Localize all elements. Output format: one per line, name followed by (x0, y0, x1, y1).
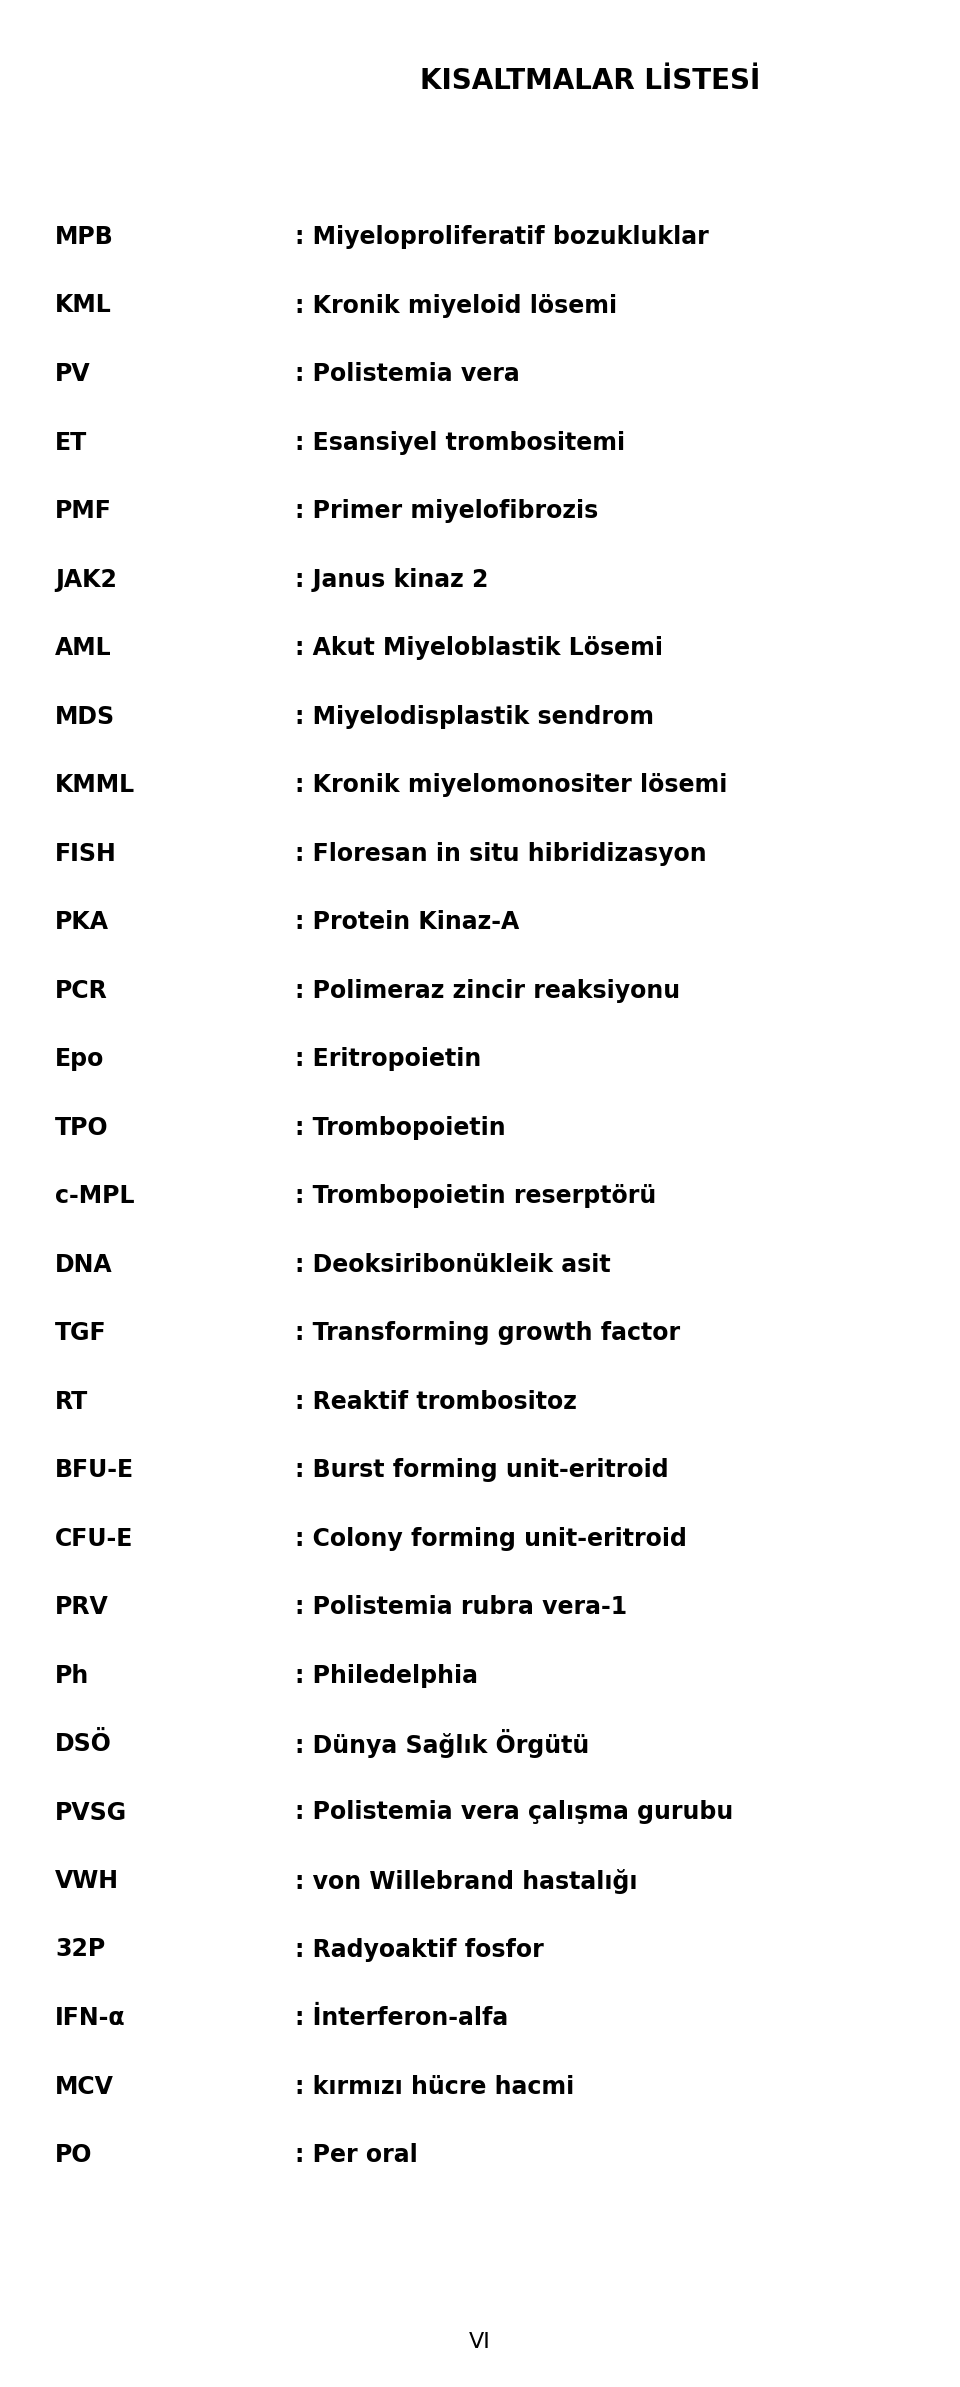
Text: : Floresan in situ hibridizasyon: : Floresan in situ hibridizasyon (295, 843, 707, 866)
Text: : Janus kinaz 2: : Janus kinaz 2 (295, 568, 489, 592)
Text: : Trombopoietin reserptörü: : Trombopoietin reserptörü (295, 1184, 657, 1208)
Text: : Transforming growth factor: : Transforming growth factor (295, 1320, 680, 1344)
Text: KISALTMALAR LİSTESİ: KISALTMALAR LİSTESİ (420, 67, 760, 95)
Text: : Miyelodisplastik sendrom: : Miyelodisplastik sendrom (295, 704, 654, 728)
Text: VWH: VWH (55, 1869, 119, 1893)
Text: : Per oral: : Per oral (295, 2144, 418, 2167)
Text: : Akut Miyeloblastik Lösemi: : Akut Miyeloblastik Lösemi (295, 635, 663, 659)
Text: PO: PO (55, 2144, 92, 2167)
Text: : Deoksiribonükleik asit: : Deoksiribonükleik asit (295, 1253, 611, 1277)
Text: CFU-E: CFU-E (55, 1528, 133, 1552)
Text: 32P: 32P (55, 1938, 106, 1962)
Text: PCR: PCR (55, 979, 108, 1003)
Text: : İnterferon-alfa: : İnterferon-alfa (295, 2005, 508, 2029)
Text: : Polistemia vera: : Polistemia vera (295, 363, 519, 387)
Text: : Polistemia rubra vera-1: : Polistemia rubra vera-1 (295, 1595, 627, 1618)
Text: MDS: MDS (55, 704, 115, 728)
Text: PKA: PKA (55, 909, 109, 933)
Text: TGF: TGF (55, 1320, 107, 1344)
Text: : Reaktif trombositoz: : Reaktif trombositoz (295, 1389, 577, 1413)
Text: c-MPL: c-MPL (55, 1184, 134, 1208)
Text: DSÖ: DSÖ (55, 1733, 112, 1757)
Text: PRV: PRV (55, 1595, 108, 1618)
Text: : Colony forming unit-eritroid: : Colony forming unit-eritroid (295, 1528, 686, 1552)
Text: : Miyeloproliferatif bozukluklar: : Miyeloproliferatif bozukluklar (295, 224, 708, 248)
Text: : Polistemia vera çalışma gurubu: : Polistemia vera çalışma gurubu (295, 1800, 733, 1824)
Text: DNA: DNA (55, 1253, 112, 1277)
Text: : Polimeraz zincir reaksiyonu: : Polimeraz zincir reaksiyonu (295, 979, 680, 1003)
Text: : von Willebrand hastalığı: : von Willebrand hastalığı (295, 1869, 637, 1893)
Text: VI: VI (469, 2332, 491, 2351)
Text: PMF: PMF (55, 499, 112, 523)
Text: FISH: FISH (55, 843, 117, 866)
Text: : Eritropoietin: : Eritropoietin (295, 1048, 481, 1072)
Text: : Trombopoietin: : Trombopoietin (295, 1115, 506, 1139)
Text: : Radyoaktif fosfor: : Radyoaktif fosfor (295, 1938, 543, 1962)
Text: AML: AML (55, 635, 111, 659)
Text: MPB: MPB (55, 224, 113, 248)
Text: PV: PV (55, 363, 90, 387)
Text: KMML: KMML (55, 773, 135, 797)
Text: Ph: Ph (55, 1664, 89, 1688)
Text: : Protein Kinaz-A: : Protein Kinaz-A (295, 909, 519, 933)
Text: : Kronik miyelomonositer lösemi: : Kronik miyelomonositer lösemi (295, 773, 728, 797)
Text: : Esansiyel trombositemi: : Esansiyel trombositemi (295, 430, 625, 454)
Text: KML: KML (55, 294, 111, 317)
Text: : Kronik miyeloid lösemi: : Kronik miyeloid lösemi (295, 294, 617, 317)
Text: PVSG: PVSG (55, 1800, 127, 1824)
Text: RT: RT (55, 1389, 88, 1413)
Text: ET: ET (55, 430, 87, 454)
Text: : Philedelphia: : Philedelphia (295, 1664, 478, 1688)
Text: TPO: TPO (55, 1115, 108, 1139)
Text: Epo: Epo (55, 1048, 105, 1072)
Text: MCV: MCV (55, 2074, 114, 2098)
Text: BFU-E: BFU-E (55, 1458, 134, 1482)
Text: : kırmızı hücre hacmi: : kırmızı hücre hacmi (295, 2074, 574, 2098)
Text: : Primer miyelofibrozis: : Primer miyelofibrozis (295, 499, 598, 523)
Text: JAK2: JAK2 (55, 568, 117, 592)
Text: : Burst forming unit-eritroid: : Burst forming unit-eritroid (295, 1458, 668, 1482)
Text: IFN-α: IFN-α (55, 2005, 126, 2029)
Text: : Dünya Sağlık Örgütü: : Dünya Sağlık Örgütü (295, 1731, 589, 1759)
